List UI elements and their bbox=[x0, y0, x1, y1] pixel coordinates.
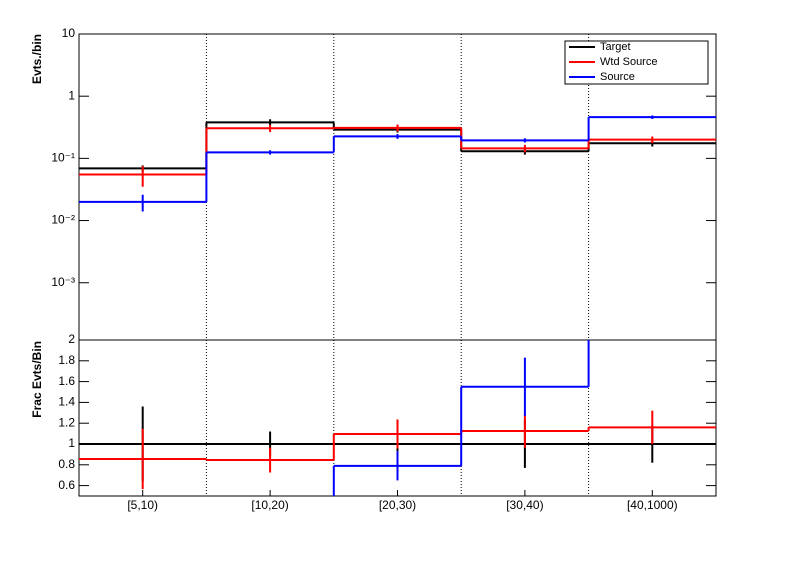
series-group bbox=[79, 340, 716, 496]
legend-label: Wtd Source bbox=[600, 56, 657, 68]
series-group bbox=[79, 115, 716, 212]
x-tick-label: [20,30) bbox=[379, 498, 416, 512]
x-tick-label: [30,40) bbox=[506, 498, 543, 512]
y-tick-label: 10⁻¹ bbox=[51, 151, 75, 165]
y-tick-label: 10⁻² bbox=[51, 213, 75, 227]
y-tick-label: 1.2 bbox=[58, 415, 75, 429]
y-tick-label: 0.8 bbox=[58, 457, 75, 471]
y-tick-label: 1.4 bbox=[58, 395, 75, 409]
x-tick-label: [10,20) bbox=[251, 498, 288, 512]
y-tick-label: 10⁻³ bbox=[51, 275, 75, 289]
y-tick-label: 1.6 bbox=[58, 374, 75, 388]
x-tick-label: [40,1000) bbox=[627, 498, 678, 512]
y-axis-title: Frac Evts/Bin bbox=[30, 341, 44, 418]
y-tick-label: 1 bbox=[68, 88, 75, 102]
y-tick-label: 0.6 bbox=[58, 478, 75, 492]
y-tick-label: 10 bbox=[62, 26, 76, 40]
y-tick-label: 1.8 bbox=[58, 353, 75, 367]
legend-label: Target bbox=[600, 41, 631, 53]
y-tick-label: 2 bbox=[68, 332, 75, 346]
legend-label: Source bbox=[600, 71, 635, 83]
y-tick-label: 1 bbox=[68, 436, 75, 450]
y-axis-title: Evts./bin bbox=[30, 34, 44, 84]
x-tick-label: [5,10) bbox=[127, 498, 158, 512]
